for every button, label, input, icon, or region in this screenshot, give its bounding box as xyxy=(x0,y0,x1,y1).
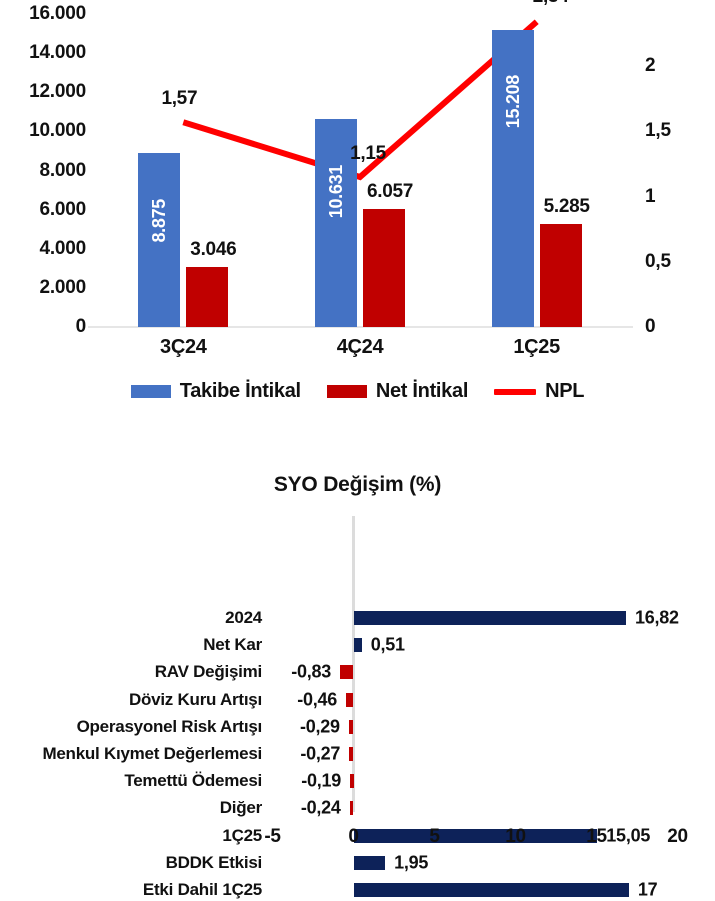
syo-degisim-waterfall-chart: SYO Değişim (%) 2024 16,82 Net Kar 0,51 RAV … xyxy=(0,440,715,900)
chart2-value-tick-label: 10 xyxy=(505,826,526,847)
chart1-right-tick-label: 0 xyxy=(645,316,656,337)
chart2-bar-value: -0,24 xyxy=(300,797,341,818)
chart1-legend-item[interactable]: NPL xyxy=(494,380,585,403)
chart2-bar-value: 16,82 xyxy=(634,607,679,628)
chart2-value-tick-label: 5 xyxy=(429,826,440,847)
chart2-category-label: 2024 xyxy=(225,608,262,627)
chart2-zero-axis-line xyxy=(352,516,355,812)
legend-line-marker-icon xyxy=(494,388,537,395)
chart1-category-label: 4Ç24 xyxy=(336,336,384,358)
chart1-category-label: 3Ç24 xyxy=(160,336,207,358)
chart1-right-tick-label: 2 xyxy=(645,55,656,77)
chart1-left-tick-label: 4.000 xyxy=(39,237,86,259)
chart2-value-tick-label: 15 xyxy=(586,826,607,847)
chart2-positive-bar[interactable] xyxy=(353,611,626,625)
chart1-category-label: 1Ç25 xyxy=(513,336,560,358)
chart1-legend-item[interactable]: Net İntikal xyxy=(326,380,469,403)
chart2-bar-value: -0,27 xyxy=(300,743,341,764)
chart1-left-tick-label: 6.000 xyxy=(39,198,86,220)
chart1-left-tick-label: 2.000 xyxy=(39,276,86,298)
chart1-left-tick-label: 14.000 xyxy=(29,42,86,64)
takibe-intikal-bar-value: 15.208 xyxy=(502,75,523,129)
chart2-category-label: Menkul Kıymet Değerlemesi xyxy=(42,744,262,763)
chart2-negative-bar[interactable] xyxy=(346,692,354,707)
chart2-positive-bar[interactable] xyxy=(353,638,362,653)
chart1-legend-label: Takibe İntikal xyxy=(179,380,301,402)
chart2-negative-bar[interactable] xyxy=(340,665,354,680)
chart2-value-tick-label: -5 xyxy=(264,826,281,847)
net-intikal-bar[interactable] xyxy=(186,267,229,327)
npl-point-value: 2,34 xyxy=(533,0,569,8)
chart2-category-label: Operasyonel Risk Artışı xyxy=(76,716,263,736)
chart1-left-tick-label: 12.000 xyxy=(29,81,86,103)
chart1-left-tick-label: 8.000 xyxy=(39,159,86,181)
takibe-intikal-bar-value: 8.875 xyxy=(149,199,170,243)
chart1-left-tick-label: 16.000 xyxy=(29,3,86,24)
chart1-right-tick-label: 0,5 xyxy=(645,250,671,272)
legend-swatch-icon xyxy=(326,385,367,398)
net-intikal-bar[interactable] xyxy=(539,223,582,327)
chart1-right-tick-label: 1 xyxy=(645,185,656,207)
chart2-positive-bar[interactable] xyxy=(353,883,629,897)
chart2-value-tick-label: 0 xyxy=(348,826,359,847)
chart2-bar-value: 17 xyxy=(637,879,658,900)
npl-point-value: 1,15 xyxy=(350,143,386,165)
chart1-left-tick-label: 0 xyxy=(75,316,87,337)
chart2-bar-value: -0,19 xyxy=(301,770,341,791)
chart2-title: SYO Değişim (%) xyxy=(273,473,442,496)
legend-swatch-icon xyxy=(130,385,171,398)
chart1-legend: Takibe İntikal Net İntikal NPL xyxy=(0,380,715,403)
takibe-intikal-bar[interactable] xyxy=(138,153,181,327)
chart1-plot-area: 8.875 3.046 10.631 6.057 15.208 5.285 1,57 1,15… xyxy=(95,0,625,327)
npl-point-value: 1,57 xyxy=(161,88,198,110)
chart1-category-axis-line xyxy=(88,326,633,328)
chart2-category-label: Etki Dahil 1Ç25 xyxy=(142,880,262,899)
chart1-left-value-axis: 16.000 14.000 12.000 10.000 8.000 6.000 4.000 2… xyxy=(0,0,86,440)
chart2-positive-bar[interactable] xyxy=(353,855,386,870)
net-intikal-bar-value: 5.285 xyxy=(543,195,590,217)
chart2-category-label: RAV Değişimi xyxy=(154,662,262,682)
chart2-negative-bar[interactable] xyxy=(350,774,354,789)
chart2-category-label: Temettü Ödemesi xyxy=(124,771,262,791)
chart2-bar-value: 1,95 xyxy=(394,852,429,873)
takibe-intikal-bar[interactable] xyxy=(315,119,357,327)
chart1-legend-item[interactable]: Takibe İntikal xyxy=(130,380,301,403)
chart2-negative-bar[interactable] xyxy=(349,801,354,816)
net-intikal-bar[interactable] xyxy=(363,208,405,327)
chart2-bar-value: -0,29 xyxy=(300,716,340,737)
chart2-bar-value: -0,83 xyxy=(291,661,332,682)
chart2-bar-value: 0,51 xyxy=(370,634,405,655)
chart2-category-label: Diğer xyxy=(219,798,262,818)
chart1-legend-label: NPL xyxy=(545,380,585,402)
chart2-category-label: Net Kar xyxy=(203,635,262,655)
chart2-value-tick-label: 20 xyxy=(667,826,688,847)
chart2-positive-bar[interactable] xyxy=(353,828,598,843)
npl-combo-chart: 16.000 14.000 12.000 10.000 8.000 6.000 4.000 2… xyxy=(0,0,715,440)
chart1-legend-label: Net İntikal xyxy=(375,380,469,402)
chart2-category-label: 1Ç25 xyxy=(222,825,262,845)
chart2-plot-area: 2024 16,82 Net Kar 0,51 RAV Değişimi -0,83 Döv… xyxy=(0,518,715,900)
takibe-intikal-bar[interactable] xyxy=(491,29,534,327)
chart1-left-tick-label: 10.000 xyxy=(29,120,86,142)
net-intikal-bar-value: 6.057 xyxy=(366,180,414,202)
chart2-bar-value: -0,46 xyxy=(297,689,338,710)
chart2-negative-bar[interactable] xyxy=(349,747,354,761)
net-intikal-bar-value: 3.046 xyxy=(190,239,237,261)
chart1-right-tick-label: 1,5 xyxy=(645,120,671,142)
chart1-right-value-axis: 2 1,5 1 0,5 0 xyxy=(645,0,705,440)
chart2-category-label: BDDK Etkisi xyxy=(165,852,263,872)
takibe-intikal-bar-value: 10.631 xyxy=(326,165,346,219)
chart2-category-label: Döviz Kuru Artışı xyxy=(128,689,262,709)
npl-line-series xyxy=(182,19,539,181)
chart2-bar-value: 15,05 xyxy=(606,825,651,846)
chart2-negative-bar[interactable] xyxy=(348,719,354,734)
